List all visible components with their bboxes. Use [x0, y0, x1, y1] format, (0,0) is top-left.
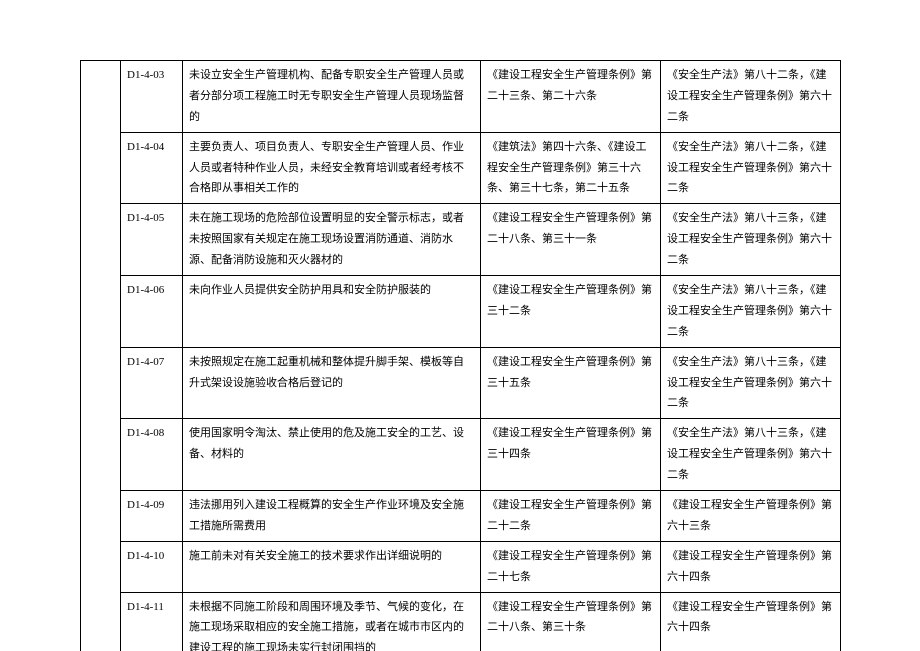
code-cell: D1-4-05 — [121, 204, 183, 276]
penalty-cell: 《建设工程安全生产管理条例》第六十三条 — [661, 491, 841, 542]
basis-cell: 《建设工程安全生产管理条例》第二十三条、第二十六条 — [481, 61, 661, 133]
page-container: D1-4-03未设立安全生产管理机构、配备专职安全生产管理人员或者分部分项工程施… — [0, 0, 920, 651]
table-row: D1-4-08使用国家明令淘汰、禁止使用的危及施工安全的工艺、设备、材料的《建设… — [81, 419, 841, 491]
code-cell: D1-4-07 — [121, 347, 183, 419]
penalty-cell: 《安全生产法》第八十三条，《建设工程安全生产管理条例》第六十二条 — [661, 419, 841, 491]
table-row: D1-4-10施工前未对有关安全施工的技术要求作出详细说明的《建设工程安全生产管… — [81, 541, 841, 592]
description-cell: 施工前未对有关安全施工的技术要求作出详细说明的 — [183, 541, 481, 592]
description-cell: 未根据不同施工阶段和周围环境及季节、气候的变化，在施工现场采取相应的安全施工措施… — [183, 592, 481, 651]
table-row: D1-4-09违法挪用列入建设工程概算的安全生产作业环境及安全施工措施所需费用《… — [81, 491, 841, 542]
code-cell: D1-4-08 — [121, 419, 183, 491]
table-row: D1-4-06未向作业人员提供安全防护用具和安全防护服装的《建设工程安全生产管理… — [81, 276, 841, 348]
description-cell: 未向作业人员提供安全防护用具和安全防护服装的 — [183, 276, 481, 348]
category-cell — [81, 61, 121, 651]
code-cell: D1-4-10 — [121, 541, 183, 592]
description-cell: 未在施工现场的危险部位设置明显的安全警示标志，或者未按照国家有关规定在施工现场设… — [183, 204, 481, 276]
penalty-cell: 《安全生产法》第八十二条，《建设工程安全生产管理条例》第六十二条 — [661, 132, 841, 204]
code-cell: D1-4-04 — [121, 132, 183, 204]
basis-cell: 《建设工程安全生产管理条例》第三十五条 — [481, 347, 661, 419]
table-row: D1-4-07未按照规定在施工起重机械和整体提升脚手架、模板等自升式架设设施验收… — [81, 347, 841, 419]
penalty-cell: 《建设工程安全生产管理条例》第六十四条 — [661, 592, 841, 651]
table-row: D1-4-04主要负责人、项目负责人、专职安全生产管理人员、作业人员或者特种作业… — [81, 132, 841, 204]
basis-cell: 《建筑法》第四十六条、《建设工程安全生产管理条例》第三十六条、第三十七条，第二十… — [481, 132, 661, 204]
basis-cell: 《建设工程安全生产管理条例》第三十四条 — [481, 419, 661, 491]
description-cell: 主要负责人、项目负责人、专职安全生产管理人员、作业人员或者特种作业人员，未经安全… — [183, 132, 481, 204]
code-cell: D1-4-09 — [121, 491, 183, 542]
table-row: D1-4-05未在施工现场的危险部位设置明显的安全警示标志，或者未按照国家有关规… — [81, 204, 841, 276]
basis-cell: 《建设工程安全生产管理条例》第二十八条、第三十条 — [481, 592, 661, 651]
penalty-cell: 《安全生产法》第八十三条，《建设工程安全生产管理条例》第六十二条 — [661, 276, 841, 348]
penalty-cell: 《安全生产法》第八十二条，《建设工程安全生产管理条例》第六十二条 — [661, 61, 841, 133]
description-cell: 未按照规定在施工起重机械和整体提升脚手架、模板等自升式架设设施验收合格后登记的 — [183, 347, 481, 419]
basis-cell: 《建设工程安全生产管理条例》第二十二条 — [481, 491, 661, 542]
code-cell: D1-4-06 — [121, 276, 183, 348]
basis-cell: 《建设工程安全生产管理条例》第三十二条 — [481, 276, 661, 348]
regulation-table: D1-4-03未设立安全生产管理机构、配备专职安全生产管理人员或者分部分项工程施… — [80, 60, 841, 651]
description-cell: 未设立安全生产管理机构、配备专职安全生产管理人员或者分部分项工程施工时无专职安全… — [183, 61, 481, 133]
description-cell: 使用国家明令淘汰、禁止使用的危及施工安全的工艺、设备、材料的 — [183, 419, 481, 491]
penalty-cell: 《安全生产法》第八十三条，《建设工程安全生产管理条例》第六十二条 — [661, 204, 841, 276]
penalty-cell: 《安全生产法》第八十三条，《建设工程安全生产管理条例》第六十二条 — [661, 347, 841, 419]
basis-cell: 《建设工程安全生产管理条例》第二十七条 — [481, 541, 661, 592]
table-row: D1-4-11未根据不同施工阶段和周围环境及季节、气候的变化，在施工现场采取相应… — [81, 592, 841, 651]
basis-cell: 《建设工程安全生产管理条例》第二十八条、第三十一条 — [481, 204, 661, 276]
code-cell: D1-4-11 — [121, 592, 183, 651]
table-row: D1-4-03未设立安全生产管理机构、配备专职安全生产管理人员或者分部分项工程施… — [81, 61, 841, 133]
penalty-cell: 《建设工程安全生产管理条例》第六十四条 — [661, 541, 841, 592]
description-cell: 违法挪用列入建设工程概算的安全生产作业环境及安全施工措施所需费用 — [183, 491, 481, 542]
code-cell: D1-4-03 — [121, 61, 183, 133]
